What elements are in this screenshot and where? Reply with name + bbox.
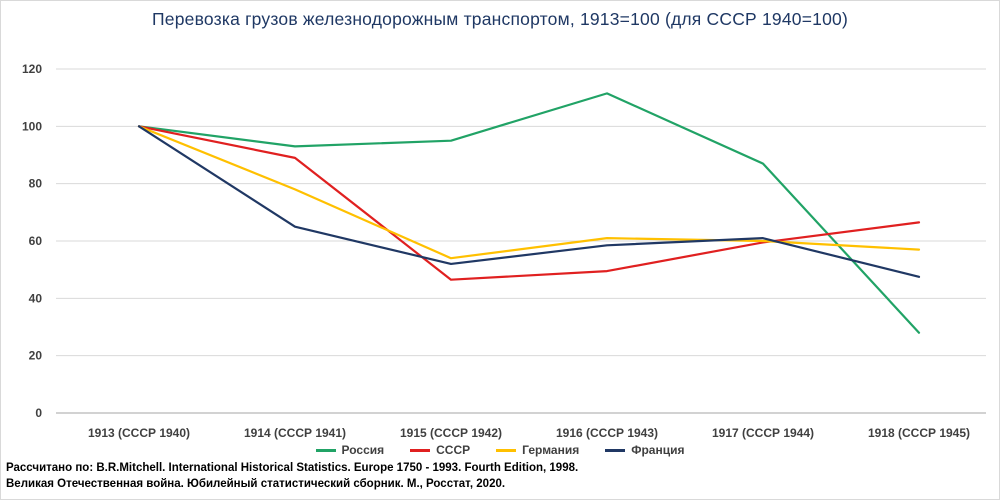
source-note-1: Рассчитано по: B.R.Mitchell. Internation…	[6, 462, 579, 474]
x-axis-label: 1913 (СССР 1940)	[88, 426, 190, 440]
y-tick-label-40: 40	[29, 291, 43, 305]
y-tick-label-60: 60	[29, 234, 43, 248]
source-notes: Рассчитано по: B.R.Mitchell. Internation…	[6, 460, 996, 492]
legend-line-swatch	[496, 448, 517, 452]
y-tick-label-20: 20	[29, 349, 43, 363]
legend-item-Франция: Франция	[605, 443, 684, 457]
y-tick-label-0: 0	[35, 406, 42, 420]
legend-line-swatch	[605, 448, 626, 452]
legend-item-Россия: Россия	[315, 443, 385, 457]
series-line-Россия	[137, 92, 921, 334]
y-tick-label-120: 120	[22, 62, 42, 76]
chart-legend: Россия СССР Германия Франция	[1, 443, 999, 457]
legend-item-СССР: СССР	[410, 443, 470, 457]
x-axis-label: 1914 (СССР 1941)	[244, 426, 346, 440]
y-tick-label-100: 100	[22, 119, 42, 133]
x-axis-label: 1918 (СССР 1945)	[868, 426, 970, 440]
chart-title: Перевозка грузов железнодорожным транспо…	[152, 9, 848, 29]
legend-label: Германия	[522, 443, 580, 457]
legend-item-Германия: Германия	[496, 443, 579, 457]
x-axis-label: 1915 (СССР 1942)	[400, 426, 502, 440]
legend-line-swatch	[410, 448, 431, 452]
source-note-2: Великая Отечественная война. Юбилейный с…	[6, 478, 506, 490]
series-line-Франция	[137, 125, 921, 278]
series-line-СССР	[137, 125, 921, 281]
legend-line-swatch	[315, 448, 336, 452]
legend-label: Франция	[631, 443, 685, 457]
series-line-Германия	[137, 125, 921, 260]
legend-label: Россия	[341, 443, 385, 457]
legend-label: СССР	[436, 443, 471, 457]
x-axis-label: 1917 (СССР 1944)	[712, 426, 814, 440]
y-tick-label-80: 80	[29, 177, 43, 191]
x-axis-label: 1916 (СССР 1943)	[556, 426, 658, 440]
line-chart: 0 20 40 60 80 100 120 1913 (СССР 1940) 1914 (ССС…	[22, 62, 986, 440]
